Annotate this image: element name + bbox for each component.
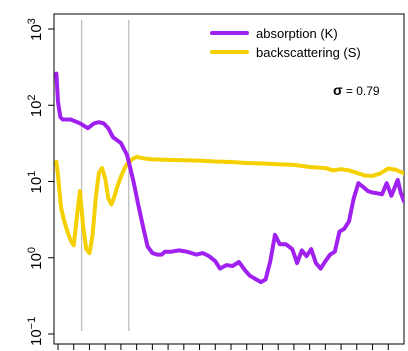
- vertical-markers: [80, 20, 130, 331]
- sigma-value: = 0.79: [343, 84, 380, 98]
- y-axis: 10−1 100 101 102 103: [26, 18, 54, 346]
- legend: absorption (K) backscattering (S): [210, 26, 361, 60]
- y-tick-label-0: 10−1: [26, 317, 45, 346]
- y-tick-label-4: 103: [26, 18, 45, 41]
- y-tick-label-1: 100: [26, 247, 45, 270]
- y-tick-label-3: 102: [26, 94, 45, 117]
- plot-frame: [53, 13, 405, 345]
- sigma-annotation: σ = 0.79: [333, 82, 380, 98]
- legend-label-backscattering: backscattering (S): [256, 45, 361, 60]
- series-line-1: [54, 154, 404, 256]
- y-tick-label-2: 101: [26, 171, 45, 194]
- legend-label-absorption: absorption (K): [256, 26, 338, 41]
- sigma-symbol: σ: [333, 82, 343, 98]
- series-line-0: [54, 71, 404, 285]
- series-layer: [54, 71, 404, 285]
- x-axis: [57, 344, 389, 350]
